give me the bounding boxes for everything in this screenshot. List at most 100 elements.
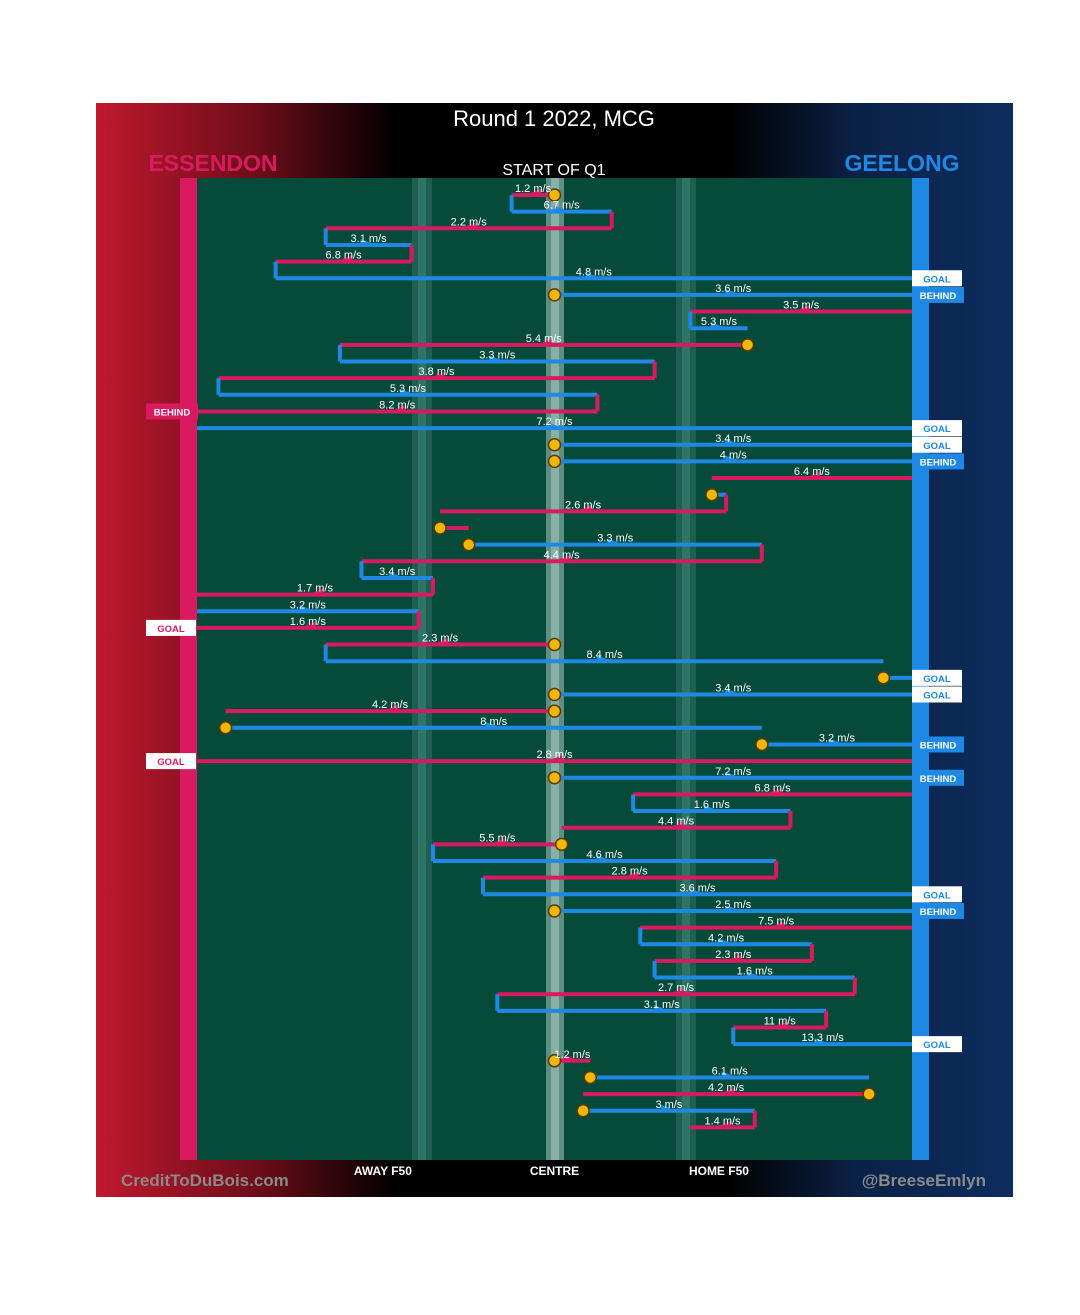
speed-label: 3.6 m/s bbox=[715, 283, 752, 295]
result-badge bbox=[912, 736, 964, 753]
result-label: GOAL bbox=[923, 274, 951, 285]
chart-subtitle: START OF Q1 bbox=[502, 162, 605, 179]
result-label: BEHIND bbox=[920, 740, 957, 751]
direction-arrow bbox=[525, 189, 542, 197]
chain-start-dot bbox=[740, 338, 755, 352]
direction-arrow bbox=[725, 688, 742, 697]
direction-arrow bbox=[546, 422, 563, 431]
direction-arrow bbox=[389, 405, 406, 414]
speed-label: 3.2 m/s bbox=[290, 599, 327, 611]
speed-label: 7.2 m/s bbox=[715, 766, 752, 778]
essendon-team-label: ESSENDON bbox=[148, 150, 277, 176]
speed-label: 6.8 m/s bbox=[326, 250, 363, 262]
direction-arrow bbox=[389, 571, 406, 580]
direction-arrow bbox=[660, 1104, 677, 1113]
direction-arrow bbox=[585, 272, 602, 281]
speed-label: 2.6 m/s bbox=[565, 499, 602, 511]
geelong-goal-line bbox=[912, 178, 929, 1160]
credit-right: @BreeseEmlyn bbox=[862, 1171, 986, 1190]
chain-start-dot bbox=[576, 1104, 590, 1118]
direction-arrow bbox=[460, 222, 477, 231]
result-label: GOAL bbox=[923, 441, 951, 452]
result-label: GOAL bbox=[923, 674, 951, 685]
speed-label: 6.8 m/s bbox=[755, 782, 792, 794]
direction-arrow bbox=[828, 738, 845, 747]
chain-start-dot bbox=[547, 1054, 562, 1068]
chain-start-dot bbox=[755, 737, 769, 752]
result-badge bbox=[146, 619, 196, 636]
speed-label: 3.1 m/s bbox=[351, 233, 388, 245]
x-tick-label: HOME F50 bbox=[689, 1164, 749, 1178]
speed-label: 6.4 m/s bbox=[794, 466, 831, 478]
direction-arrow bbox=[428, 372, 445, 381]
chain-start-dot bbox=[547, 438, 562, 452]
direction-arrow bbox=[299, 621, 316, 630]
x-tick-label: AWAY F50 bbox=[354, 1164, 412, 1178]
speed-label: 3.1 m/s bbox=[644, 999, 681, 1011]
result-badge bbox=[912, 420, 962, 437]
result-label: BEHIND bbox=[154, 407, 191, 418]
result-label: GOAL bbox=[923, 890, 951, 901]
chain-start-dot bbox=[547, 637, 562, 652]
result-label: BEHIND bbox=[920, 291, 957, 302]
speed-label: 1.7 m/s bbox=[297, 583, 334, 595]
result-badge bbox=[146, 753, 196, 770]
essendon-goal-line bbox=[180, 178, 197, 1160]
result-label: GOAL bbox=[157, 624, 185, 635]
chain-start-dot bbox=[218, 721, 233, 735]
speed-label: 3.6 m/s bbox=[679, 882, 716, 894]
speed-label: 4.2 m/s bbox=[708, 932, 745, 944]
speed-label: 1.6 m/s bbox=[737, 966, 774, 978]
chain-start-dot bbox=[583, 1070, 597, 1085]
direction-arrow bbox=[764, 788, 781, 797]
direction-arrow bbox=[360, 238, 377, 247]
direction-arrow bbox=[768, 921, 785, 930]
result-label: BEHIND bbox=[920, 907, 957, 918]
speed-label: 3 m/s bbox=[655, 1099, 682, 1111]
speed-label: 2.2 m/s bbox=[451, 216, 488, 228]
home-f50-line bbox=[682, 178, 690, 1160]
direction-arrow bbox=[553, 555, 570, 564]
speed-label: 4.4 m/s bbox=[658, 816, 695, 828]
speed-label: 5.3 m/s bbox=[701, 316, 738, 328]
direction-arrow bbox=[621, 871, 638, 880]
speed-label: 3.4 m/s bbox=[379, 566, 416, 578]
direction-arrow bbox=[725, 288, 742, 297]
direction-arrow bbox=[718, 938, 735, 947]
result-badge bbox=[912, 686, 962, 703]
speed-label: 2.5 m/s bbox=[715, 899, 752, 911]
direction-arrow bbox=[725, 438, 742, 447]
speed-label: 2.8 m/s bbox=[612, 866, 649, 878]
geelong-team-label: GEELONG bbox=[844, 150, 959, 176]
direction-arrow bbox=[725, 455, 742, 464]
result-label: BEHIND bbox=[920, 774, 957, 785]
direction-arrow bbox=[718, 1088, 735, 1097]
chain-start-dot bbox=[547, 904, 562, 918]
speed-label: 6.1 m/s bbox=[712, 1065, 749, 1077]
speed-label: 3.2 m/s bbox=[819, 732, 856, 744]
direction-arrow bbox=[725, 954, 742, 963]
result-badge bbox=[912, 1036, 962, 1053]
speed-label: 2.8 m/s bbox=[536, 749, 573, 761]
speed-label: 3.8 m/s bbox=[418, 366, 455, 378]
speed-label: 5.4 m/s bbox=[526, 333, 563, 345]
speed-label: 5.5 m/s bbox=[479, 832, 516, 844]
direction-arrow bbox=[725, 904, 742, 913]
direction-arrow bbox=[689, 888, 706, 897]
result-label: GOAL bbox=[923, 424, 951, 435]
chart-title: Round 1 2022, MCG bbox=[453, 106, 655, 131]
direction-arrow bbox=[432, 638, 449, 647]
result-badge bbox=[912, 453, 964, 470]
speed-label: 2.3 m/s bbox=[422, 633, 459, 645]
speed-label: 1.2 m/s bbox=[515, 183, 552, 195]
credit-left: CreditToDuBois.com bbox=[121, 1171, 289, 1190]
chain-start-dot bbox=[547, 704, 562, 718]
speed-label: 4.2 m/s bbox=[372, 699, 409, 711]
direction-arrow bbox=[653, 1004, 670, 1013]
direction-arrow bbox=[596, 655, 613, 664]
direction-arrow bbox=[382, 705, 399, 714]
result-label: GOAL bbox=[923, 1040, 951, 1051]
result-badge bbox=[912, 902, 964, 919]
result-badge bbox=[912, 769, 964, 786]
speed-label: 4.8 m/s bbox=[576, 266, 613, 278]
